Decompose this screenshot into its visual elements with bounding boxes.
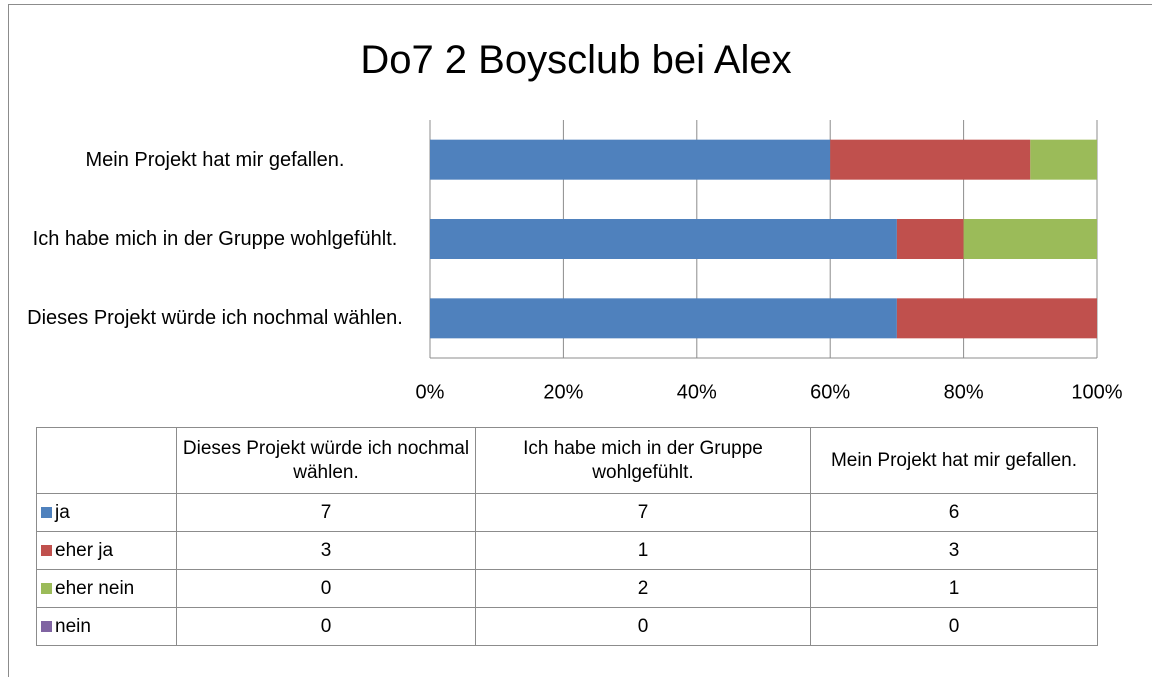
bar-segment <box>963 219 1097 259</box>
table-cell: 7 <box>176 493 476 532</box>
bar-segment <box>896 219 964 259</box>
legend-cell: eher nein <box>36 569 177 608</box>
table-header-row: Dieses Projekt würde ich nochmal wählen.… <box>36 427 1098 494</box>
legend-label: eher nein <box>55 577 135 599</box>
table-cell: 3 <box>810 531 1098 570</box>
legend-swatch <box>41 620 52 632</box>
legend-swatch <box>41 582 52 594</box>
y-tick-label: Dieses Projekt würde ich nochmal wählen. <box>27 307 403 330</box>
x-tick-label: 0% <box>416 381 445 403</box>
chart-title: Do7 2 Boysclub bei Alex <box>360 38 792 82</box>
legend-swatch <box>41 506 52 518</box>
table-cell: 6 <box>810 493 1098 532</box>
y-tick-label: Ich habe mich in der Gruppe wohlgefühlt. <box>32 228 398 250</box>
table-header: Mein Projekt hat mir gefallen. <box>810 427 1098 494</box>
legend-cell: nein <box>36 607 177 646</box>
legend-cell: eher ja <box>36 531 177 570</box>
legend-label: eher ja <box>55 539 114 561</box>
y-tick-label: Mein Projekt hat mir gefallen. <box>85 148 345 171</box>
x-tick-label: 100% <box>1071 381 1122 403</box>
table-row: eher ja 3 1 3 <box>36 531 1098 570</box>
table-cell: 0 <box>475 607 811 646</box>
x-tick-label: 60% <box>810 381 850 403</box>
legend-label: ja <box>55 501 70 523</box>
table-cell: 3 <box>176 531 476 570</box>
table-cell: 0 <box>176 569 476 608</box>
x-tick-label: 40% <box>677 381 717 403</box>
table-header: Dieses Projekt würde ich nochmal wählen. <box>176 427 476 494</box>
bar-segment <box>1030 139 1097 180</box>
bar-segment <box>430 219 897 259</box>
bar-segment <box>430 298 897 339</box>
table-cell: 1 <box>810 569 1098 608</box>
table-cell: 1 <box>475 531 811 570</box>
bar-segment <box>896 298 1097 339</box>
bar-segment <box>830 139 1031 180</box>
table-cell: 7 <box>475 493 811 532</box>
table-header: Ich habe mich in der Gruppe wohlgefühlt. <box>475 427 811 494</box>
legend-label: nein <box>55 615 91 637</box>
table-row: nein 0 0 0 <box>36 607 1098 646</box>
table-corner <box>36 427 177 494</box>
chart-frame <box>8 4 1152 677</box>
bar-segment <box>430 139 831 180</box>
table-row: eher nein 0 2 1 <box>36 569 1098 608</box>
data-table: Dieses Projekt würde ich nochmal wählen.… <box>36 427 1098 646</box>
table-cell: 0 <box>810 607 1098 646</box>
legend-swatch <box>41 544 52 556</box>
table-row: ja 7 7 6 <box>36 493 1098 532</box>
table-cell: 0 <box>176 607 476 646</box>
x-tick-label: 20% <box>543 381 583 403</box>
x-tick-label: 80% <box>944 381 984 403</box>
table-cell: 2 <box>475 569 811 608</box>
legend-cell: ja <box>36 493 177 532</box>
